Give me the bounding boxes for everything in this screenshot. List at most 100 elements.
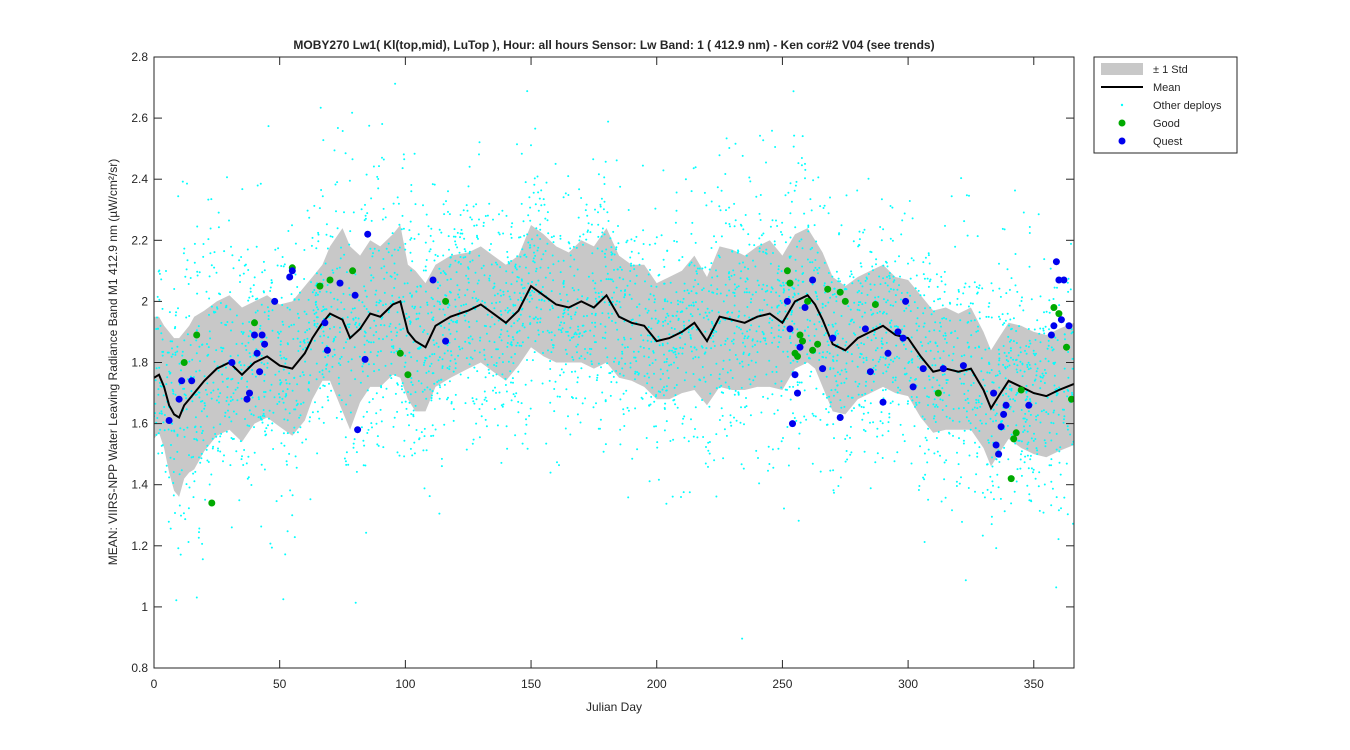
other-deploy-point — [974, 490, 976, 493]
other-deploy-point — [260, 303, 263, 306]
other-deploy-point — [249, 330, 252, 332]
other-deploy-point — [922, 312, 925, 315]
other-deploy-point — [869, 421, 871, 424]
other-deploy-point — [516, 255, 519, 258]
other-deploy-point — [348, 179, 351, 182]
other-deploy-point — [333, 297, 336, 300]
quest-point — [364, 230, 372, 238]
other-deploy-point — [677, 303, 680, 306]
other-deploy-point — [594, 282, 597, 285]
other-deploy-point — [819, 470, 822, 473]
other-deploy-point — [1063, 367, 1066, 370]
other-deploy-point — [690, 345, 692, 348]
quest-point — [286, 273, 294, 281]
other-deploy-point — [427, 370, 430, 373]
other-deploy-point — [170, 429, 173, 432]
other-deploy-point — [936, 379, 939, 382]
quest-point — [866, 368, 874, 376]
other-deploy-point — [490, 243, 492, 245]
other-deploy-point — [160, 385, 163, 388]
other-deploy-point — [614, 321, 617, 324]
other-deploy-point — [615, 370, 618, 372]
other-deploy-point — [597, 292, 600, 295]
other-deploy-point — [976, 292, 979, 295]
other-deploy-point — [712, 331, 715, 334]
other-deploy-point — [827, 272, 830, 274]
other-deploy-point — [693, 385, 696, 388]
other-deploy-point — [253, 276, 256, 279]
other-deploy-point — [1028, 363, 1031, 366]
other-deploy-point — [831, 293, 834, 296]
other-deploy-point — [414, 203, 417, 206]
other-deploy-point — [1021, 375, 1024, 378]
other-deploy-point — [446, 278, 449, 281]
other-deploy-point — [200, 457, 203, 460]
other-deploy-point — [811, 462, 814, 465]
other-deploy-point — [227, 409, 229, 412]
other-deploy-point — [488, 277, 491, 280]
other-deploy-point — [1047, 413, 1050, 415]
other-deploy-point — [409, 447, 412, 450]
other-deploy-point — [194, 470, 197, 473]
other-deploy-point — [220, 346, 223, 349]
other-deploy-point — [413, 237, 416, 240]
other-deploy-point — [353, 346, 356, 349]
other-deploy-point — [876, 452, 879, 455]
other-deploy-point — [394, 82, 397, 85]
other-deploy-point — [484, 215, 487, 217]
quest-point — [351, 291, 359, 299]
other-deploy-point — [1005, 359, 1008, 361]
other-deploy-point — [1039, 421, 1042, 424]
other-deploy-point — [669, 440, 672, 442]
other-deploy-point — [900, 298, 902, 301]
other-deploy-point — [366, 375, 369, 378]
other-deploy-point — [387, 311, 390, 314]
other-deploy-point — [825, 423, 828, 426]
other-deploy-point — [319, 335, 322, 338]
other-deploy-point — [162, 421, 165, 424]
other-deploy-point — [951, 359, 954, 362]
other-deploy-point — [1063, 418, 1065, 421]
other-deploy-point — [963, 220, 966, 223]
x-axis-label: Julian Day — [586, 700, 642, 714]
other-deploy-point — [1048, 431, 1051, 434]
other-deploy-point — [520, 344, 523, 347]
other-deploy-point — [1020, 450, 1023, 453]
other-deploy-point — [759, 340, 762, 343]
other-deploy-point — [1050, 421, 1053, 424]
other-deploy-point — [1036, 319, 1039, 322]
other-deploy-point — [286, 432, 289, 435]
other-deploy-point — [780, 440, 783, 443]
other-deploy-point — [195, 352, 198, 355]
other-deploy-point — [789, 341, 792, 344]
other-deploy-point — [526, 233, 529, 236]
other-deploy-point — [747, 363, 750, 366]
other-deploy-point — [1071, 391, 1073, 394]
other-deploy-point — [481, 300, 484, 303]
other-deploy-point — [345, 451, 348, 454]
other-deploy-point — [873, 331, 876, 333]
other-deploy-point — [1039, 380, 1042, 383]
other-deploy-point — [464, 319, 467, 322]
other-deploy-point — [354, 323, 357, 326]
other-deploy-point — [672, 399, 675, 402]
other-deploy-point — [606, 211, 609, 214]
other-deploy-point — [922, 261, 925, 264]
other-deploy-point — [869, 283, 872, 286]
other-deploy-point — [270, 383, 273, 386]
other-deploy-point — [333, 353, 336, 356]
other-deploy-point — [413, 152, 416, 155]
other-deploy-point — [531, 297, 534, 300]
other-deploy-point — [576, 306, 579, 309]
other-deploy-point — [569, 326, 572, 329]
other-deploy-point — [199, 360, 201, 363]
other-deploy-point — [893, 357, 896, 360]
other-deploy-point — [417, 317, 420, 320]
other-deploy-point — [251, 369, 254, 371]
other-deploy-point — [263, 269, 266, 272]
other-deploy-point — [594, 341, 597, 344]
other-deploy-point — [511, 377, 514, 380]
other-deploy-point — [575, 345, 578, 348]
other-deploy-point — [1014, 253, 1017, 255]
other-deploy-point — [197, 536, 200, 539]
